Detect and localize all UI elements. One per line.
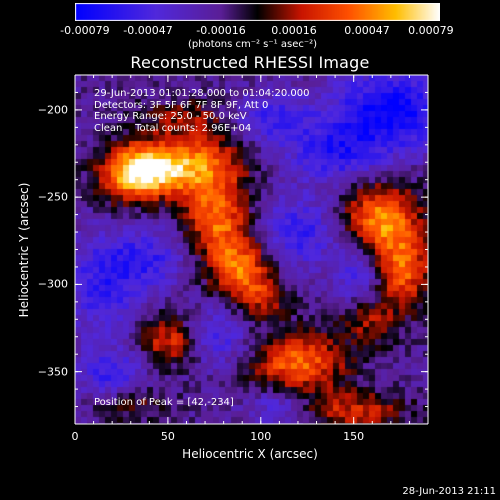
colorbar-tick-label: 0.00079 xyxy=(408,24,454,37)
y-axis-tick-labels: −200 −250 −300 −350 xyxy=(0,0,75,500)
colorbar-tick-label: -0.00016 xyxy=(196,24,246,37)
y-tick-label: −200 xyxy=(37,103,68,117)
y-tick-label: −250 xyxy=(37,190,68,204)
footer-timestamp: 28-Jun-2013 21:11 xyxy=(402,486,496,497)
colorbar-unit-label: (photons cm⁻² s⁻¹ asec⁻²) xyxy=(188,39,318,50)
colorbar-tick-label: 0.00016 xyxy=(271,24,317,37)
annotation-energy-range: Energy Range: 25.0 - 50.0 keV xyxy=(94,111,247,122)
x-tick-label: 100 xyxy=(250,430,272,443)
heatmap-image xyxy=(75,75,428,424)
y-tick-label: −300 xyxy=(37,277,68,291)
y-axis-label: Heliocentric Y (arcsec) xyxy=(17,182,31,318)
colorbar-tick-label: -0.00047 xyxy=(123,24,173,37)
chart-title: Reconstructed RHESSI Image xyxy=(130,53,370,72)
colorbar-tick-labels: -0.00079 -0.00047 -0.00016 0.00016 0.00047 0.… xyxy=(0,24,500,38)
x-tick-label: 50 xyxy=(160,430,175,443)
colorbar-tick-label: -0.00079 xyxy=(60,24,110,37)
annotation-clean-counts: Clean Total counts: 2.96E+04 xyxy=(94,122,252,134)
peak-position-label: Position of Peak = [42,-234] xyxy=(94,397,234,408)
annotation-detectors: Detectors: 3F 5F 6F 7F 8F 9F, Att 0 xyxy=(94,99,269,111)
annotation-time-range: 29-Jun-2013 01:01:28.000 to 01:04:20.000 xyxy=(94,88,310,99)
x-tick-label: 0 xyxy=(71,430,79,443)
y-tick-label: −350 xyxy=(37,365,68,379)
colorbar-tick-label: 0.00047 xyxy=(344,24,390,37)
x-tick-label: 150 xyxy=(343,430,365,443)
colorbar-gradient xyxy=(75,3,440,21)
x-axis-label: Heliocentric X (arcsec) xyxy=(182,447,318,461)
x-axis-tick-labels: 0 50 100 150 xyxy=(0,430,500,446)
annotation-block: 29-Jun-2013 01:01:28.000 to 01:04:20.000… xyxy=(94,88,310,134)
